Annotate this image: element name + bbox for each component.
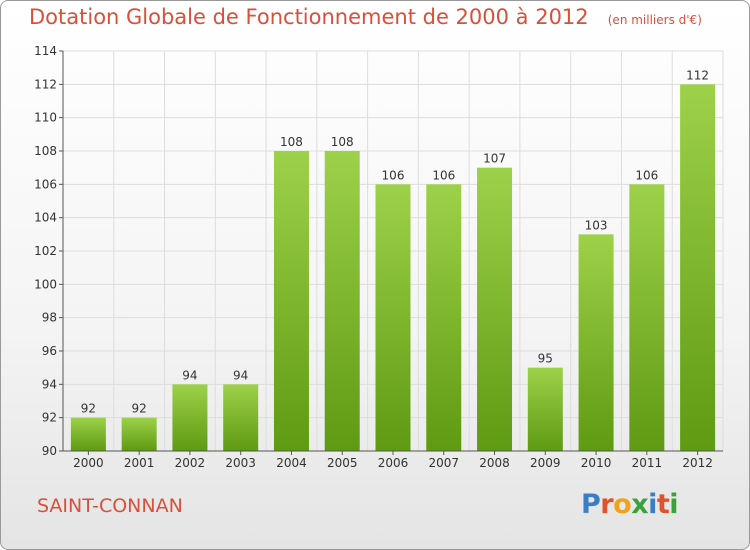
data-label: 106 bbox=[382, 168, 405, 182]
x-tick-label: 2003 bbox=[225, 456, 256, 470]
bar bbox=[172, 384, 208, 451]
x-tick-label: 2008 bbox=[479, 456, 510, 470]
bar bbox=[223, 384, 259, 451]
y-tick-label: 96 bbox=[42, 344, 57, 358]
logo-letter: o bbox=[613, 489, 632, 520]
y-tick-label: 90 bbox=[42, 444, 57, 458]
data-label: 108 bbox=[331, 135, 354, 149]
title-row: Dotation Globale de Fonctionnement de 20… bbox=[29, 5, 702, 29]
commune-name: SAINT-CONNAN bbox=[37, 495, 183, 517]
logo-letter: x bbox=[631, 489, 649, 520]
bar bbox=[477, 167, 513, 451]
data-label: 112 bbox=[686, 68, 709, 82]
y-tick-label: 102 bbox=[34, 244, 57, 258]
x-tick-label: 2000 bbox=[73, 456, 104, 470]
logo-letter: P bbox=[581, 489, 601, 520]
data-label: 106 bbox=[635, 168, 658, 182]
y-tick-label: 100 bbox=[34, 277, 57, 291]
bar bbox=[121, 417, 157, 451]
bar bbox=[273, 151, 309, 451]
y-tick-label: 104 bbox=[34, 211, 57, 225]
data-label: 95 bbox=[538, 352, 553, 366]
logo-letter: i bbox=[648, 489, 657, 520]
bar bbox=[375, 184, 411, 452]
y-tick-label: 106 bbox=[34, 177, 57, 191]
y-tick-label: 114 bbox=[34, 44, 57, 58]
data-label: 94 bbox=[182, 368, 197, 382]
bar bbox=[324, 151, 360, 451]
y-tick-label: 112 bbox=[34, 77, 57, 91]
x-tick-label: 2010 bbox=[581, 456, 612, 470]
data-label: 92 bbox=[81, 402, 96, 416]
logo-letter: i bbox=[669, 489, 679, 520]
data-label: 107 bbox=[483, 152, 506, 166]
x-tick-label: 2001 bbox=[124, 456, 155, 470]
bar bbox=[426, 184, 462, 452]
bar bbox=[680, 84, 716, 451]
chart-unit: (en milliers d'€) bbox=[607, 13, 702, 27]
y-tick-label: 108 bbox=[34, 144, 57, 158]
bar bbox=[527, 367, 563, 451]
bars bbox=[70, 84, 716, 452]
logo-letter: r bbox=[600, 489, 614, 520]
labels: 90 92 94 96 98 100 102 104 106 108 110 112 114 92 2000… bbox=[34, 44, 713, 470]
data-label: 92 bbox=[132, 402, 147, 416]
x-tick-label: 2004 bbox=[276, 456, 307, 470]
y-tick-label: 110 bbox=[34, 111, 57, 125]
chart-title: Dotation Globale de Fonctionnement de 20… bbox=[29, 5, 589, 29]
proxiti-logo: Proxiti bbox=[581, 489, 679, 520]
bar bbox=[578, 234, 614, 451]
data-label: 108 bbox=[280, 135, 303, 149]
x-tick-label: 2005 bbox=[327, 456, 358, 470]
data-label: 106 bbox=[432, 168, 455, 182]
x-tick-label: 2006 bbox=[378, 456, 409, 470]
x-tick-label: 2012 bbox=[682, 456, 713, 470]
x-tick-label: 2007 bbox=[428, 456, 459, 470]
axes bbox=[59, 50, 723, 455]
x-tick-label: 2011 bbox=[632, 456, 663, 470]
logo-letter: t bbox=[656, 489, 670, 520]
y-tick-label: 98 bbox=[42, 311, 57, 325]
data-label: 103 bbox=[585, 218, 608, 232]
bar bbox=[629, 184, 665, 452]
y-tick-label: 92 bbox=[42, 411, 57, 425]
bar bbox=[70, 417, 106, 451]
y-tick-label: 94 bbox=[42, 377, 57, 391]
x-tick-label: 2002 bbox=[175, 456, 206, 470]
x-tick-label: 2009 bbox=[530, 456, 561, 470]
data-label: 94 bbox=[233, 368, 248, 382]
